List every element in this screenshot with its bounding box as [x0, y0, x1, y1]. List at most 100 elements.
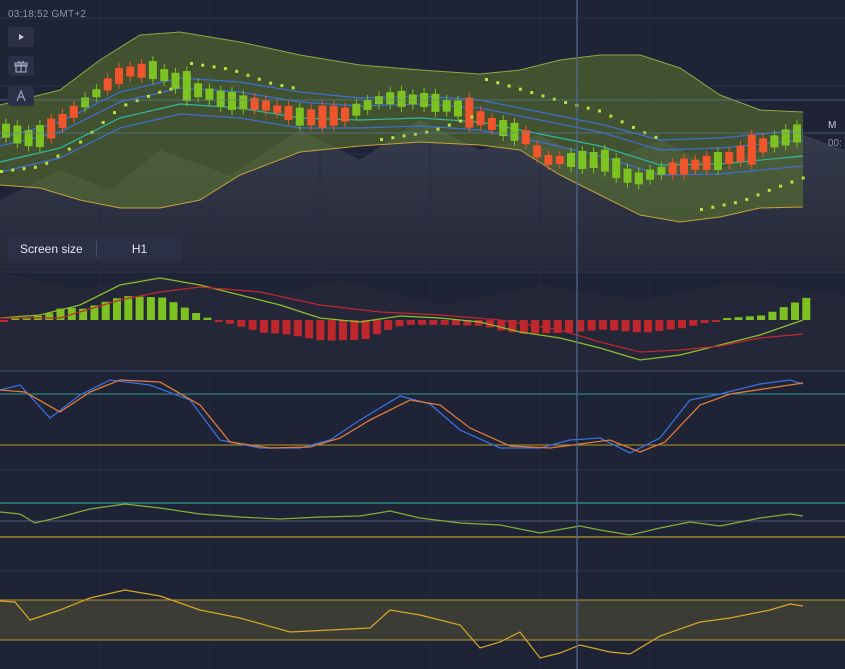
macd-histogram-bar — [101, 301, 110, 320]
sar-dot — [223, 67, 227, 71]
candle-body — [691, 159, 700, 170]
sar-dot — [541, 94, 545, 98]
sar-dot — [436, 127, 440, 131]
rsi-panel — [0, 589, 845, 659]
macd-histogram-bar — [678, 320, 686, 329]
gift-button[interactable] — [8, 56, 34, 76]
sar-dot — [459, 119, 463, 123]
timeframe-label: Screen size — [20, 242, 83, 256]
sar-dot — [767, 188, 771, 192]
sar-dot — [485, 78, 488, 81]
candle-body — [668, 162, 677, 175]
cci-line — [0, 503, 804, 536]
sar-dot — [598, 109, 601, 113]
macd-histogram-bar — [768, 311, 777, 320]
parabolic-sar-dots — [0, 62, 805, 211]
bollinger-upper — [0, 31, 804, 113]
play-button[interactable] — [8, 27, 34, 47]
sar-dot — [447, 123, 451, 127]
text-tool-icon — [16, 89, 26, 102]
macd-histogram-bar — [610, 320, 619, 331]
candle-body — [646, 169, 655, 180]
macd-histogram-bar — [519, 320, 528, 334]
candle-body — [2, 123, 10, 138]
candle-body — [126, 66, 135, 77]
candle-body — [544, 155, 553, 165]
candle-body — [148, 61, 157, 80]
sar-dot — [631, 125, 635, 129]
macd-histogram-bar — [587, 320, 596, 331]
candle-body — [408, 94, 417, 105]
sar-dot — [212, 65, 216, 69]
macd-histogram-bar — [282, 320, 291, 335]
macd-histogram-bar — [169, 302, 178, 320]
macd-histogram-bar — [598, 320, 607, 330]
macd-histogram-bar — [644, 320, 653, 333]
sar-dot — [201, 63, 205, 67]
sar-dot — [745, 197, 749, 201]
price-level-lines — [0, 99, 845, 134]
macd-histogram-bar — [0, 320, 8, 322]
candle-body — [182, 71, 191, 102]
sar-dot — [67, 147, 71, 151]
macd-histogram-bar — [734, 317, 743, 320]
candle-body — [600, 149, 609, 172]
macd-histogram-bar — [361, 320, 370, 340]
candle-body — [228, 92, 236, 110]
macd-histogram-bar — [113, 298, 121, 320]
candle-body — [589, 152, 598, 168]
candle-body — [487, 117, 496, 130]
sar-dot — [391, 136, 395, 140]
sar-dot — [733, 201, 737, 205]
candle-body — [510, 122, 519, 141]
macd-histogram-bar — [226, 320, 234, 324]
candle-body — [194, 83, 203, 98]
macd-histogram-bar — [372, 320, 381, 335]
sar-dot — [518, 87, 522, 91]
timeframe-value[interactable]: H1 — [131, 242, 148, 256]
macd-histogram-bar — [327, 320, 336, 341]
candle-body — [736, 145, 745, 162]
macd-histogram-bar — [711, 320, 720, 322]
macd-histogram-bar — [802, 297, 811, 320]
gift-icon — [14, 61, 28, 73]
macd-histogram-bar — [316, 320, 325, 341]
sar-dot — [90, 130, 94, 134]
candle-body — [680, 158, 688, 175]
sar-dot — [169, 87, 173, 91]
sar-dot — [22, 167, 26, 171]
macd-histogram-bar — [305, 320, 314, 339]
timeframe-selector[interactable]: Screen size H1 — [8, 237, 182, 261]
macd-histogram-bar — [440, 320, 449, 325]
candle-body — [58, 114, 67, 128]
macd-histogram-bar — [452, 320, 460, 326]
macd-histogram-bar — [757, 315, 766, 320]
envelope-line — [0, 103, 804, 166]
sar-dot — [654, 135, 658, 139]
sar-dot — [700, 208, 703, 211]
macd-histogram-bar — [542, 320, 551, 334]
sar-dot — [257, 77, 261, 81]
candle-body — [307, 109, 316, 126]
candle-body — [567, 153, 575, 167]
sar-dot — [711, 205, 715, 209]
macd-histogram-bar — [700, 320, 709, 324]
macd-histogram-bar — [655, 320, 664, 331]
macd-histogram-bar — [406, 320, 415, 325]
macd-histogram-bar — [11, 318, 20, 320]
macd-histogram-bar — [203, 317, 212, 320]
text-tool-button[interactable] — [8, 86, 34, 106]
candle-body — [747, 134, 756, 165]
macd-histogram-bar — [429, 320, 438, 325]
macd-histogram-bar — [508, 320, 517, 333]
candle-body — [465, 97, 474, 128]
macd-histogram-bar — [384, 320, 393, 330]
candle-body — [521, 130, 530, 145]
macd-histogram-bar — [158, 297, 167, 320]
sar-dot — [609, 114, 613, 118]
macd-histogram-bar — [45, 313, 54, 320]
macd-histogram-bar — [576, 320, 585, 332]
candle-body — [431, 93, 440, 112]
